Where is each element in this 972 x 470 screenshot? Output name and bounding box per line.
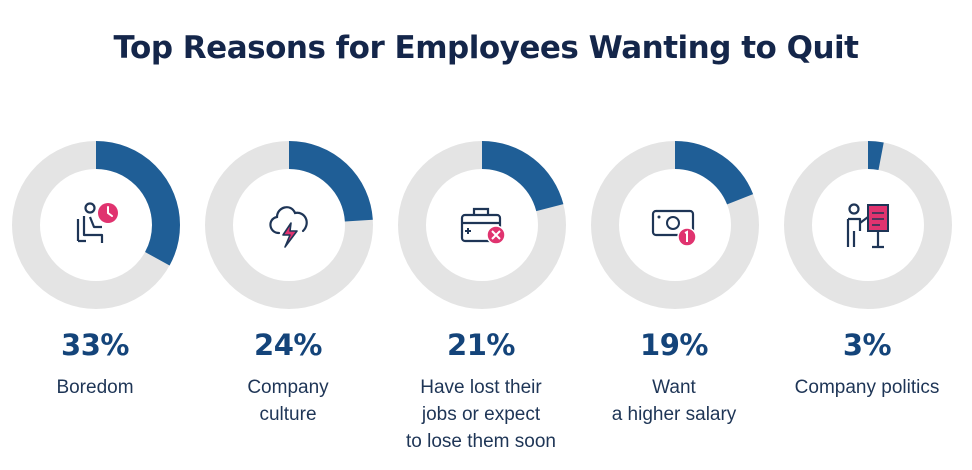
donut-item-lost-jobs: 21% Have lost their jobs or expect to lo… (386, 328, 576, 455)
category-label: Boredom (56, 377, 134, 398)
donut-item-company-culture: 24% Company culture (193, 328, 383, 428)
chart-title: Top Reasons for Employees Wanting to Qui… (113, 30, 860, 66)
donut-0 (12, 141, 180, 309)
donut-1 (205, 141, 373, 309)
category-label: Want a higher salary (611, 377, 737, 425)
donut-chart-area (12, 141, 952, 309)
storm-cloud-icon (269, 206, 308, 248)
money-bill-icon (651, 209, 697, 247)
donut-value-arc (398, 141, 566, 309)
toolbox-x-icon (460, 207, 506, 245)
presenter-board-icon (846, 203, 889, 249)
donut-item-company-politics: 3% Company politics (772, 328, 962, 401)
donut-item-higher-salary: 19% Want a higher salary (579, 328, 769, 428)
donut-item-boredom: 33% Boredom (0, 328, 190, 401)
value-label: 19% (640, 328, 708, 362)
donut-3 (591, 141, 759, 309)
donut-value-arc (591, 141, 759, 309)
donut-value-arc (784, 141, 952, 309)
category-label: Company culture (247, 377, 329, 425)
category-label: Have lost their jobs or expect to lose t… (406, 377, 556, 452)
donut-4 (784, 141, 952, 309)
donut-2 (398, 141, 566, 309)
value-label: 24% (254, 328, 322, 362)
category-label: Company politics (794, 377, 940, 398)
donut-value-arc (205, 141, 373, 309)
donut-value-arc (12, 141, 180, 309)
person-clock-icon (76, 202, 118, 243)
value-label: 21% (447, 328, 515, 362)
value-label: 33% (61, 328, 129, 362)
value-label: 3% (842, 328, 892, 362)
